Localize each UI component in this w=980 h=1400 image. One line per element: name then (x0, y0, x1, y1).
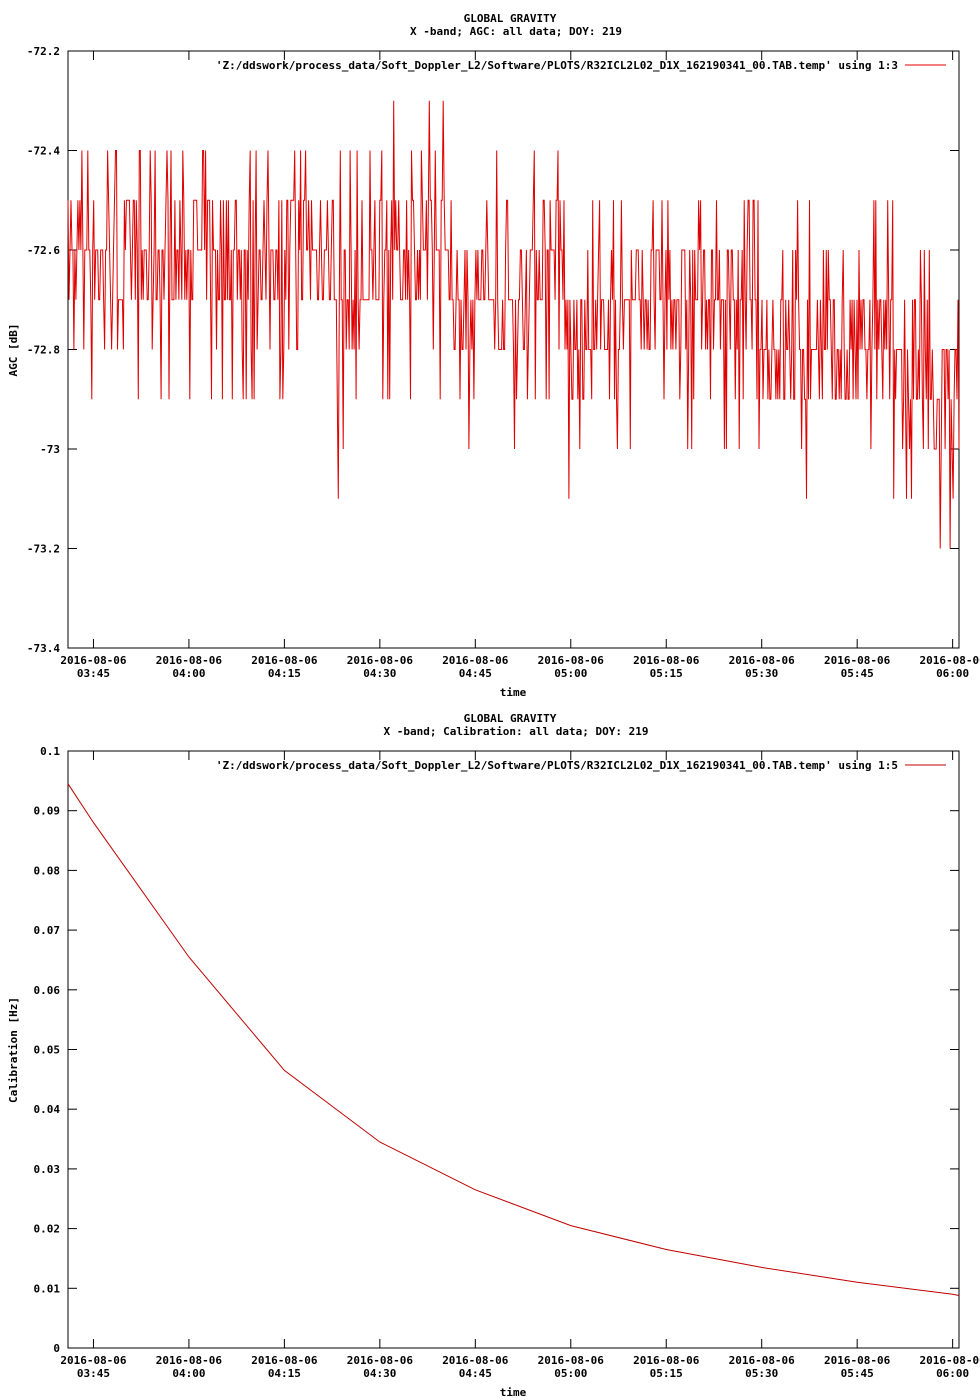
legend-label: 'Z:/ddswork/process_data/Soft_Doppler_L2… (216, 59, 898, 72)
x-tick-date: 2016-08-06 (729, 654, 796, 667)
x-tick-time: 03:45 (77, 667, 110, 680)
y-tick-label: 0.01 (34, 1282, 61, 1295)
x-tick-time: 04:30 (363, 1367, 396, 1380)
x-tick-date: 2016-08-06 (442, 1354, 509, 1367)
x-tick-date: 2016-08-06 (442, 654, 509, 667)
x-tick-time: 06:00 (936, 1367, 969, 1380)
y-tick-label: 0.04 (34, 1103, 61, 1116)
series-agc-line (67, 100, 960, 549)
x-tick-time: 04:15 (268, 1367, 301, 1380)
x-axis-label: time (500, 686, 527, 699)
series-calibration-line (67, 783, 960, 1296)
y-tick-label: 0.06 (34, 984, 61, 997)
x-tick-date: 2016-08-06 (920, 654, 980, 667)
y-axis: -72.2 -72.4 -72.6 -72.8 -73 -73.2 -73.4 (27, 45, 959, 655)
x-tick-time: 06:00 (936, 667, 969, 680)
y-tick-label: -72.6 (27, 244, 60, 257)
x-tick-time: 05:30 (745, 1367, 778, 1380)
x-tick-time: 05:45 (841, 667, 874, 680)
x-tick-time: 05:30 (745, 667, 778, 680)
y-axis-label: AGC [dB] (7, 324, 20, 377)
legend-label: 'Z:/ddswork/process_data/Soft_Doppler_L2… (216, 759, 898, 772)
y-tick-label: 0.03 (34, 1163, 61, 1176)
x-tick-time: 04:15 (268, 667, 301, 680)
x-tick-time: 04:00 (172, 1367, 205, 1380)
x-tick-time: 04:00 (172, 667, 205, 680)
y-tick-label: 0.08 (34, 864, 61, 877)
chart-subtitle: X -band; AGC: all data; DOY: 219 (410, 25, 622, 38)
agc-chart: GLOBAL GRAVITY X -band; AGC: all data; D… (7, 12, 980, 699)
x-tick-time: 04:45 (459, 667, 492, 680)
x-tick-date: 2016-08-06 (538, 654, 605, 667)
x-axis: 2016-08-0603:452016-08-0604:002016-08-06… (60, 751, 980, 1380)
y-tick-label: 0 (53, 1342, 60, 1355)
chart-subtitle: X -band; Calibration: all data; DOY: 219 (384, 725, 649, 738)
x-tick-date: 2016-08-06 (251, 654, 318, 667)
x-tick-time: 05:15 (650, 667, 683, 680)
x-tick-time: 03:45 (77, 1367, 110, 1380)
y-tick-label: 0.02 (34, 1223, 61, 1236)
x-tick-date: 2016-08-06 (729, 1354, 796, 1367)
y-tick-label: 0.05 (34, 1044, 61, 1057)
series-agc (67, 100, 960, 549)
x-tick-date: 2016-08-06 (920, 1354, 980, 1367)
x-tick-date: 2016-08-06 (60, 654, 127, 667)
y-tick-label: 0.07 (34, 924, 61, 937)
y-tick-label: 0.1 (40, 745, 60, 758)
x-tick-time: 05:00 (554, 667, 587, 680)
x-tick-date: 2016-08-06 (633, 654, 700, 667)
x-tick-date: 2016-08-06 (251, 1354, 318, 1367)
x-tick-time: 04:45 (459, 1367, 492, 1380)
x-tick-date: 2016-08-06 (538, 1354, 605, 1367)
x-tick-date: 2016-08-06 (824, 654, 891, 667)
chart-title: GLOBAL GRAVITY (464, 12, 557, 25)
x-tick-time: 05:15 (650, 1367, 683, 1380)
y-tick-label: -72.8 (27, 344, 60, 357)
x-tick-time: 05:45 (841, 1367, 874, 1380)
calibration-chart: GLOBAL GRAVITY X -band; Calibration: all… (7, 712, 980, 1399)
x-tick-date: 2016-08-06 (60, 1354, 127, 1367)
y-axis-label: Calibration [Hz] (7, 997, 20, 1103)
y-tick-label: -73.2 (27, 543, 60, 556)
plot-frame (67, 750, 960, 1349)
x-tick-date: 2016-08-06 (824, 1354, 891, 1367)
x-axis-label: time (500, 1386, 527, 1399)
chart-title: GLOBAL GRAVITY (464, 712, 557, 725)
x-tick-date: 2016-08-06 (347, 654, 414, 667)
x-tick-date: 2016-08-06 (156, 654, 223, 667)
y-tick-label: 0.09 (34, 805, 61, 818)
series-calibration (67, 783, 960, 1296)
y-tick-label: -73.4 (27, 642, 60, 655)
x-tick-time: 04:30 (363, 667, 396, 680)
y-axis: 0.1 0.09 0.08 0.07 0.06 0.05 0.04 0.03 0.02 0.01 0 (34, 745, 959, 1355)
y-tick-label: -73 (40, 443, 60, 456)
x-axis: 2016-08-0603:452016-08-0604:002016-08-06… (60, 51, 980, 680)
x-tick-time: 05:00 (554, 1367, 587, 1380)
y-tick-label: -72.4 (27, 145, 60, 158)
x-tick-date: 2016-08-06 (156, 1354, 223, 1367)
y-tick-label: -72.2 (27, 45, 60, 58)
x-tick-date: 2016-08-06 (347, 1354, 414, 1367)
x-tick-date: 2016-08-06 (633, 1354, 700, 1367)
